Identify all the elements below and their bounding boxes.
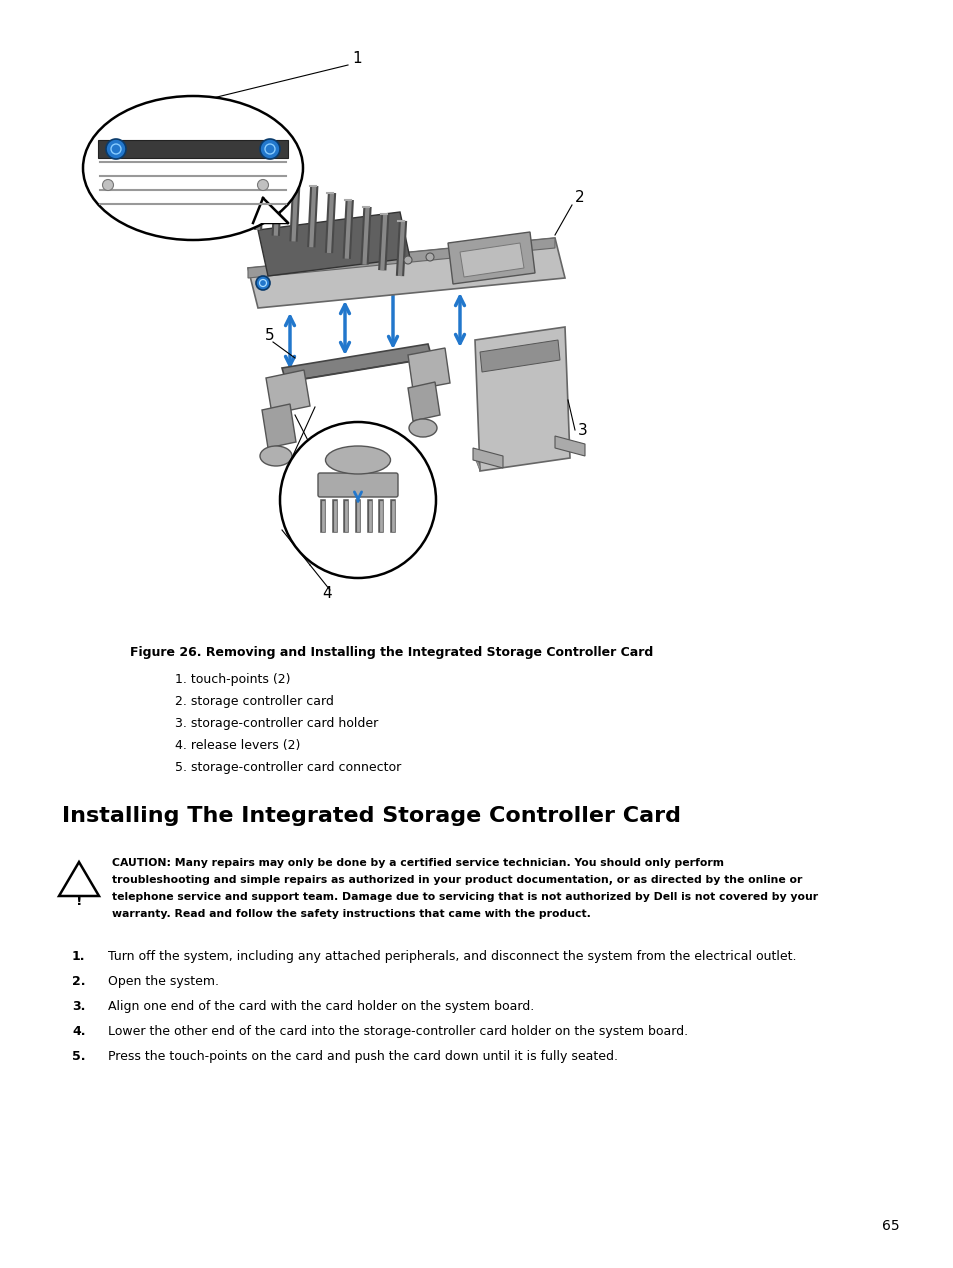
Polygon shape [555, 436, 584, 456]
Circle shape [257, 180, 268, 190]
Circle shape [260, 139, 280, 158]
Text: 1: 1 [352, 51, 361, 66]
Text: 4.: 4. [71, 1025, 86, 1038]
Circle shape [280, 422, 436, 578]
Polygon shape [448, 232, 535, 284]
Ellipse shape [83, 96, 303, 240]
Polygon shape [459, 243, 523, 276]
Text: 4. release levers (2): 4. release levers (2) [174, 739, 300, 752]
Text: warranty. Read and follow the safety instructions that came with the product.: warranty. Read and follow the safety ins… [112, 909, 590, 919]
Circle shape [255, 276, 270, 290]
Polygon shape [282, 358, 432, 382]
Bar [98, 139, 288, 158]
Text: 3: 3 [578, 424, 587, 437]
Text: 2: 2 [575, 190, 584, 205]
Text: troubleshooting and simple repairs as authorized in your product documentation, : troubleshooting and simple repairs as au… [112, 875, 801, 885]
Polygon shape [257, 212, 410, 276]
Polygon shape [475, 453, 479, 470]
Ellipse shape [409, 418, 436, 437]
Text: 1. touch-points (2): 1. touch-points (2) [174, 673, 291, 686]
Text: 3.: 3. [71, 1000, 85, 1013]
Circle shape [102, 180, 113, 190]
Ellipse shape [325, 446, 390, 474]
Text: 3. storage-controller card holder: 3. storage-controller card holder [174, 716, 377, 730]
Polygon shape [266, 370, 310, 413]
Polygon shape [408, 347, 450, 391]
Text: CAUTION: Many repairs may only be done by a certified service technician. You sh: CAUTION: Many repairs may only be done b… [112, 858, 723, 869]
Text: 4: 4 [322, 586, 332, 601]
Text: Open the system.: Open the system. [108, 975, 219, 988]
Circle shape [106, 139, 126, 158]
Circle shape [426, 254, 434, 261]
Text: 1.: 1. [71, 950, 86, 962]
Text: 65: 65 [882, 1219, 899, 1232]
Polygon shape [479, 340, 559, 372]
Text: Press the touch-points on the card and push the card down until it is fully seat: Press the touch-points on the card and p… [108, 1050, 618, 1063]
Polygon shape [408, 382, 439, 421]
Polygon shape [282, 344, 432, 382]
Polygon shape [248, 238, 564, 308]
Text: 2.: 2. [71, 975, 86, 988]
Text: 5: 5 [265, 328, 274, 344]
Text: Turn off the system, including any attached peripherals, and disconnect the syst: Turn off the system, including any attac… [108, 950, 796, 962]
Text: Lower the other end of the card into the storage-controller card holder on the s: Lower the other end of the card into the… [108, 1025, 687, 1038]
Ellipse shape [260, 446, 292, 467]
Text: 2. storage controller card: 2. storage controller card [174, 695, 334, 708]
Polygon shape [262, 404, 295, 448]
Circle shape [403, 256, 412, 264]
Text: Figure 26. Removing and Installing the Integrated Storage Controller Card: Figure 26. Removing and Installing the I… [130, 645, 653, 659]
Text: 5. storage-controller card connector: 5. storage-controller card connector [174, 761, 401, 773]
Text: Installing The Integrated Storage Controller Card: Installing The Integrated Storage Contro… [62, 806, 680, 825]
Polygon shape [253, 198, 288, 223]
Polygon shape [253, 198, 288, 223]
Polygon shape [475, 327, 569, 470]
Text: !: ! [75, 894, 82, 908]
Text: Align one end of the card with the card holder on the system board.: Align one end of the card with the card … [108, 1000, 534, 1013]
Text: 5.: 5. [71, 1050, 86, 1063]
Text: telephone service and support team. Damage due to servicing that is not authoriz: telephone service and support team. Dama… [112, 891, 818, 902]
Polygon shape [473, 448, 502, 468]
Polygon shape [248, 238, 555, 278]
FancyBboxPatch shape [317, 473, 397, 497]
